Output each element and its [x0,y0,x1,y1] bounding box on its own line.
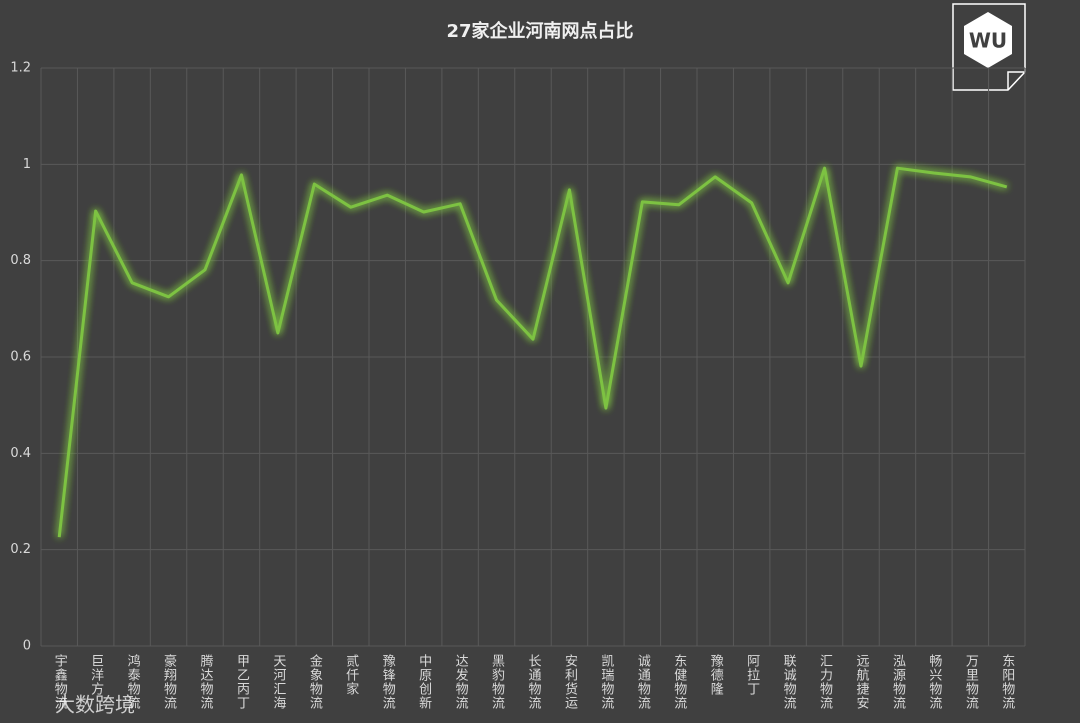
x-tick-label: 甲乙丙丁 [234,654,250,710]
y-tick-label: 0 [23,639,31,654]
x-tick-label: 中原创新 [416,654,432,710]
x-tick-label: 金象物流 [307,653,323,710]
x-tick-label: 万里物流 [963,654,979,710]
x-tick-label: 畅兴物流 [926,654,942,710]
x-tick-label: 豫锋物流 [380,654,396,710]
y-tick-label: 0.8 [10,253,31,268]
x-tick-label: 东阳物流 [999,654,1015,710]
x-tick-label: 天河汇海 [270,654,286,710]
x-tick-label: 巨洋方 [88,654,104,696]
x-tick-label: 汇力物流 [817,654,833,710]
watermark: 大数跨境 [55,693,135,717]
x-tick-label: 宇鑫物流 [52,654,68,710]
x-tick-label: 腾达物流 [198,653,214,710]
x-tick-label: 豪翔物流 [161,653,177,710]
chart-title: 27家企业河南网点占比 [446,20,633,42]
x-tick-label: 凯瑞物流 [598,654,614,710]
y-tick-label: 0.4 [10,446,31,461]
plot-area: 0 0.2 0.4 0.6 0.8 1 1.2 宇鑫物流 巨洋方 鸿泰物流 豪翔物流 腾达物流 甲乙丙丁… [10,61,1026,710]
y-tick-label: 1.2 [10,61,31,76]
x-tick-label: 诚通物流 [635,654,651,710]
data-line [57,166,1008,538]
x-tick-label: 豫德隆 [708,654,724,696]
x-tick-label: 远航捷安 [854,654,870,710]
x-tick-label: 安利货运 [562,654,578,710]
x-tick-label: 达发物流 [453,654,469,710]
x-tick-label: 泓源物流 [890,654,906,710]
svg-text:WU: WU [969,29,1007,53]
x-tick-label: 联诚物流 [781,654,797,710]
x-tick-label: 贰仟家 [343,653,359,696]
y-tick-label: 0.6 [10,350,31,365]
y-tick-label: 1 [23,157,31,172]
x-tick-label: 鸿泰物流 [125,653,141,710]
x-tick-label: 阿拉丁 [744,654,760,696]
x-tick-label: 黑豹物流 [489,654,505,710]
y-tick-label: 0.2 [10,542,31,557]
x-tick-label: 东健物流 [671,654,687,710]
x-tick-label: 长通物流 [526,654,542,710]
